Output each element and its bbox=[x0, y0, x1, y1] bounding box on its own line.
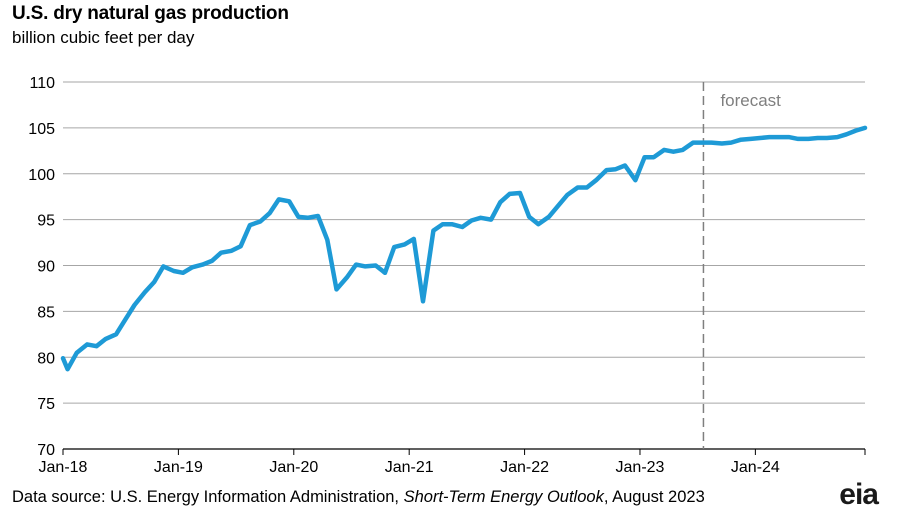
source-prefix: Data source: U.S. Energy Information Adm… bbox=[12, 488, 404, 506]
y-tick-label-90: 90 bbox=[37, 259, 55, 276]
y-tick-label-95: 95 bbox=[37, 213, 55, 230]
series-line-0 bbox=[60, 125, 868, 372]
y-tick-label-110: 110 bbox=[29, 75, 55, 92]
series-group bbox=[60, 125, 868, 372]
y-axis-ticks: 70 75 80 85 90 95 100 105 110 bbox=[28, 75, 55, 459]
x-axis: Jan-18 Jan-19 Jan-20 Jan-21 Jan-22 Jan-23 Jan-… bbox=[39, 448, 866, 476]
y-tick-label-70: 70 bbox=[37, 442, 55, 459]
x-tick-label-Jan-24: Jan-24 bbox=[731, 459, 780, 476]
y-tick-label-75: 75 bbox=[37, 396, 55, 413]
x-tick-label-Jan-20: Jan-20 bbox=[269, 459, 318, 476]
chart-subtitle: billion cubic feet per day bbox=[12, 28, 195, 47]
forecast-label: forecast bbox=[720, 91, 781, 110]
source-date: , August 2023 bbox=[603, 488, 705, 506]
x-tick-label-Jan-23: Jan-23 bbox=[616, 459, 665, 476]
y-tick-label-100: 100 bbox=[28, 167, 55, 184]
source-publication: Short-Term Energy Outlook bbox=[403, 488, 604, 506]
chart-title: U.S. dry natural gas production bbox=[12, 3, 289, 24]
y-tick-label-80: 80 bbox=[37, 350, 55, 367]
data-source-note: Data source: U.S. Energy Information Adm… bbox=[12, 488, 705, 507]
x-tick-label-Jan-18: Jan-18 bbox=[39, 459, 88, 476]
x-tick-label-Jan-19: Jan-19 bbox=[154, 459, 203, 476]
x-tick-label-Jan-22: Jan-22 bbox=[500, 459, 549, 476]
y-tick-label-85: 85 bbox=[37, 304, 55, 321]
x-tick-label-Jan-21: Jan-21 bbox=[385, 459, 434, 476]
eia-logo: eia bbox=[839, 478, 879, 511]
gridlines bbox=[63, 81, 865, 404]
y-tick-label-105: 105 bbox=[28, 121, 55, 138]
